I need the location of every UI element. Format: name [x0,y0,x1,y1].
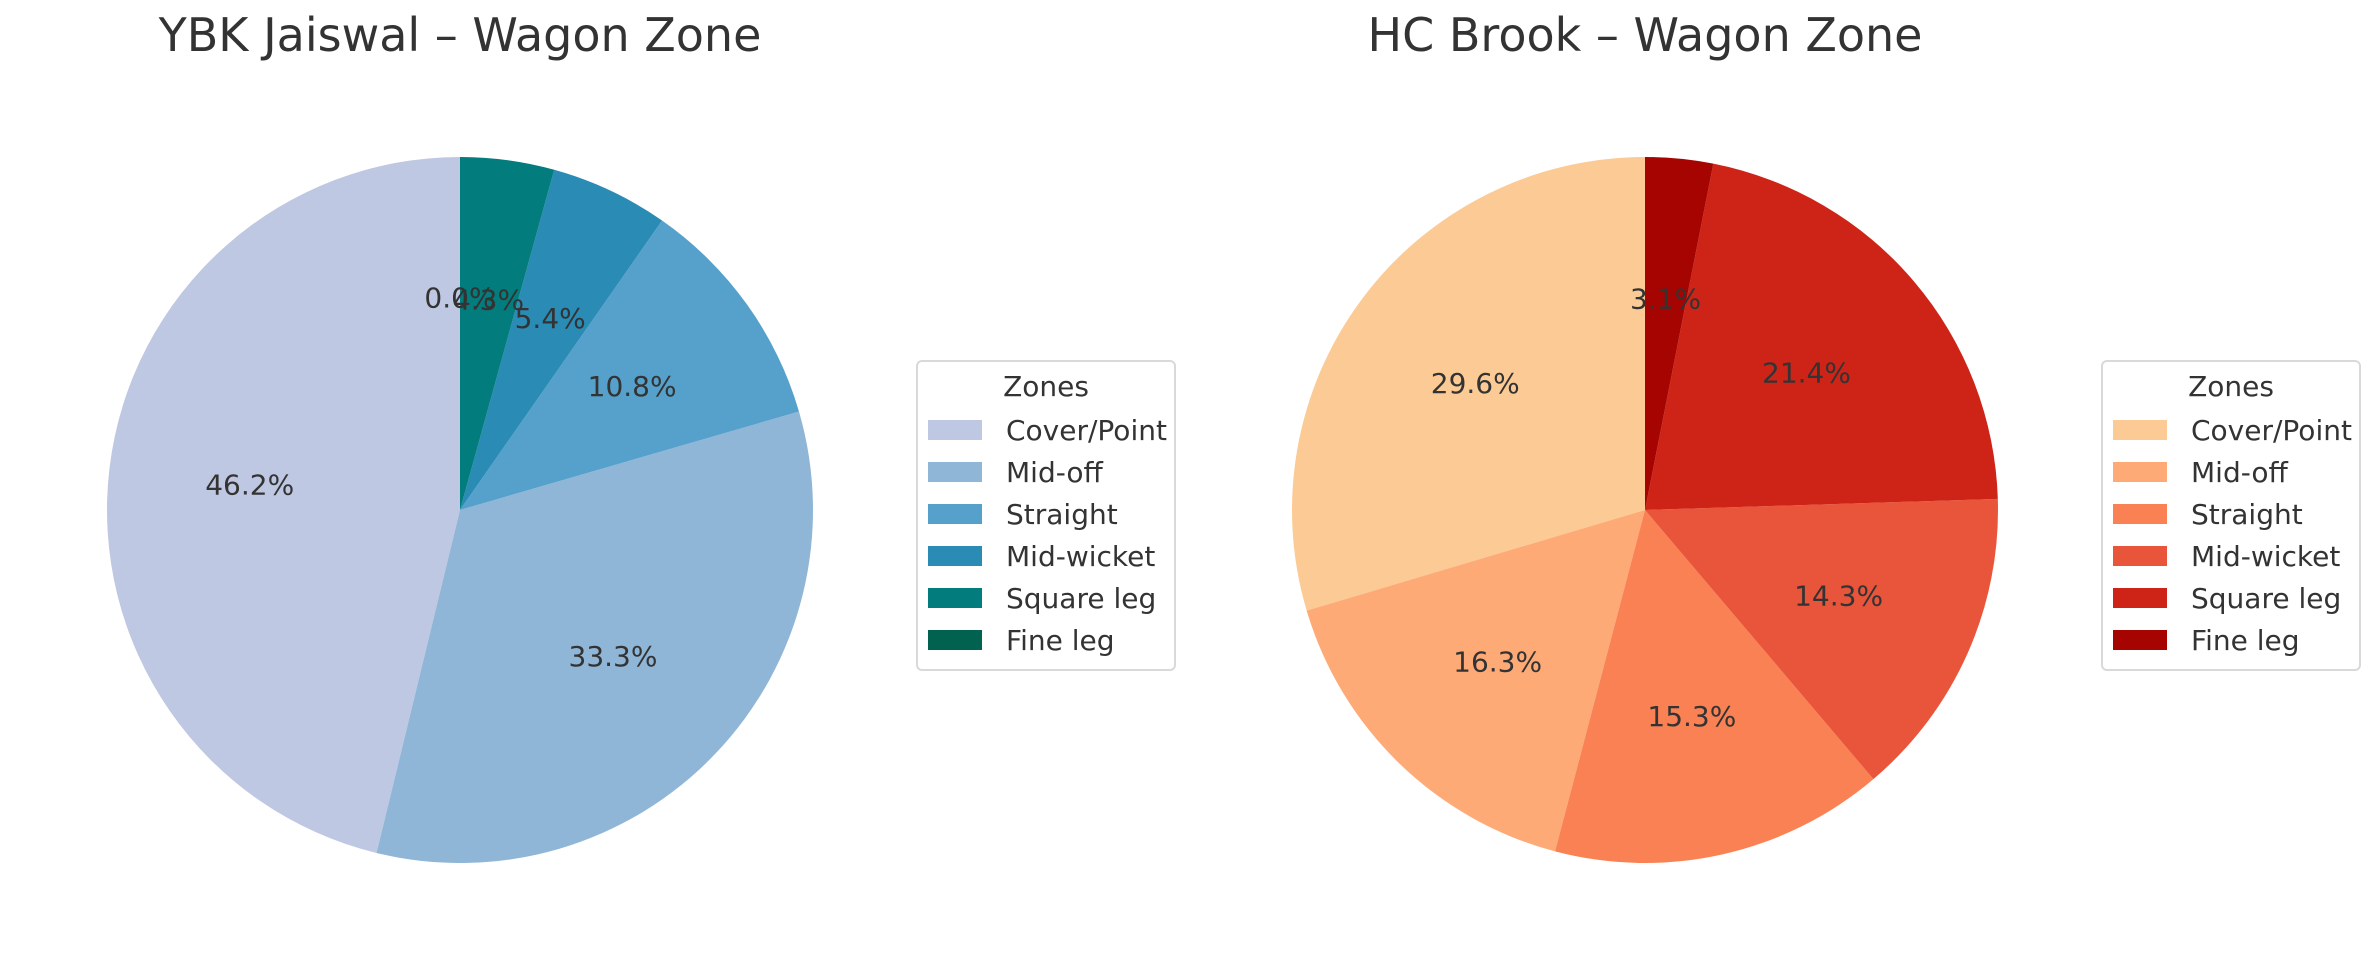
legend-title: Zones [2188,370,2274,403]
pie-slice-mid-wicket [460,169,663,510]
pie-label-cover-point: 29.6% [1431,367,1520,400]
legend-items: Cover/Point Mid-off Straight Mid-wicket Squa… [928,409,1167,661]
pie-label-fine-leg: 0.0% [424,282,495,315]
pie-label-cover-point: 46.2% [205,468,294,501]
pie-label-straight: 10.8% [588,370,677,403]
legend-swatch [928,504,982,524]
chart-title-brook: HC Brook – Wagon Zone [1367,8,1923,62]
legend-title: Zones [1003,370,1089,403]
legend-label: Square leg [2191,581,2342,615]
legend-jaiswal: Zones Cover/Point Mid-off Straight Mid-wick… [916,360,1176,671]
legend-swatch [2113,546,2167,566]
legend-label: Fine leg [2191,623,2300,657]
pie-label-square-leg: 21.4% [1762,356,1851,389]
legend-item-mid-off: Mid-off [2113,451,2349,493]
legend-item-mid-off: Mid-off [928,451,1164,493]
legend-item-mid-wicket: Mid-wicket [928,535,1164,577]
legend-label: Square leg [1006,581,1157,615]
pie-slice-straight [1555,510,1874,863]
pie-label-mid-wicket: 14.3% [1794,579,1883,612]
legend-item-straight: Straight [928,493,1164,535]
legend-label: Mid-off [1006,455,1103,489]
legend-item-straight: Straight [2113,493,2349,535]
pie-label-mid-wicket: 5.4% [515,302,586,335]
legend-swatch [928,630,982,650]
legend-label: Fine leg [1006,623,1115,657]
pie-slice-square-leg [460,157,555,510]
pie-slice-mid-wicket [1645,498,1999,780]
pie-label-fine-leg: 3.1% [1630,283,1701,316]
legend-swatch [928,546,982,566]
legend-swatch [2113,462,2167,482]
legend-item-square-leg: Square leg [2113,577,2349,619]
pie-slice-mid-off [1306,510,1645,852]
legend-swatch [2113,588,2167,608]
legend-brook: Zones Cover/Point Mid-off Straight Mid-wick… [2101,360,2361,671]
legend-swatch [2113,630,2167,650]
legend-swatch [928,462,982,482]
legend-label: Mid-off [2191,455,2288,489]
chart-title-jaiswal: YBK Jaiswal – Wagon Zone [158,8,762,62]
pie-label-mid-off: 16.3% [1453,646,1542,679]
pie-slice-cover-point [106,157,460,853]
legend-item-fine-leg: Fine leg [928,619,1164,661]
legend-swatch [2113,420,2167,440]
legend-item-square-leg: Square leg [928,577,1164,619]
pie-slice-square-leg [1645,163,1998,510]
legend-label: Straight [2191,497,2303,531]
legend-label: Cover/Point [1006,413,1167,447]
legend-item-cover-point: Cover/Point [2113,409,2352,451]
legend-item-cover-point: Cover/Point [928,409,1167,451]
legend-label: Mid-wicket [2191,539,2341,573]
legend-swatch [928,588,982,608]
legend-label: Straight [1006,497,1118,531]
pie-label-square-leg: 4.3% [453,284,524,317]
pie-label-mid-off: 33.3% [569,640,658,673]
legend-label: Cover/Point [2191,413,2352,447]
pie-label-straight: 15.3% [1647,700,1736,733]
pie-slice-cover-point [1292,157,1645,611]
pie-slice-straight [460,220,799,511]
legend-swatch [2113,504,2167,524]
legend-swatch [928,420,982,440]
legend-item-fine-leg: Fine leg [2113,619,2349,661]
pie-slice-mid-off [376,411,813,863]
legend-items: Cover/Point Mid-off Straight Mid-wicket Squa… [2113,409,2352,661]
legend-item-mid-wicket: Mid-wicket [2113,535,2349,577]
legend-label: Mid-wicket [1006,539,1156,573]
pie-slice-fine-leg [1645,157,1714,510]
